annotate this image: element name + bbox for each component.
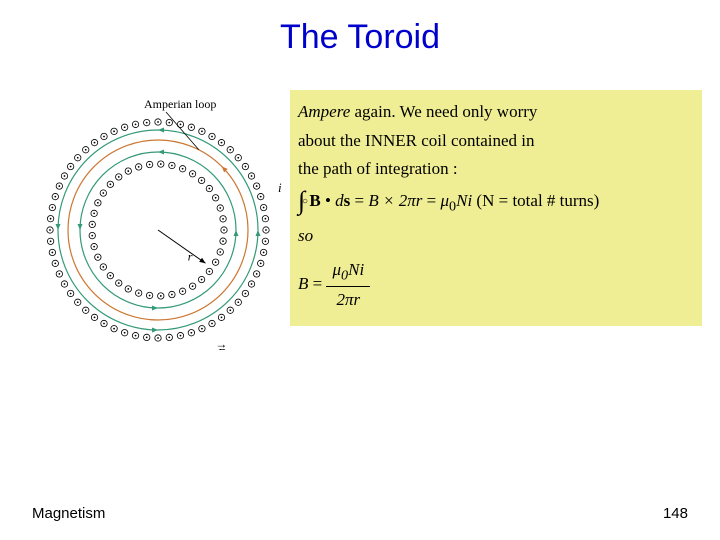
integral-icon: ∫○ bbox=[298, 191, 305, 212]
svg-text:Amperian loop: Amperian loop bbox=[144, 97, 216, 111]
mu: μ bbox=[440, 191, 449, 210]
turns-note: (N = total # turns) bbox=[476, 191, 599, 210]
frac-den: 2πr bbox=[326, 287, 370, 313]
math-line-3: the path of integration : bbox=[298, 156, 694, 182]
footer-page: 148 bbox=[663, 505, 688, 522]
eq-sign-1: = bbox=[355, 191, 369, 210]
toroid-diagram: rAmperian loopiB→ bbox=[30, 90, 285, 350]
footer-subject: Magnetism bbox=[32, 505, 105, 522]
so-line: so bbox=[298, 223, 694, 249]
math-line-2: about the INNER coil contained in bbox=[298, 128, 694, 154]
line1-rest: again. We need only worry bbox=[350, 102, 537, 121]
eq-sign-2: = bbox=[427, 191, 441, 210]
final-eq-sign: = bbox=[313, 274, 327, 293]
ampere-word: Ampere bbox=[298, 102, 350, 121]
num-mu: μ bbox=[332, 260, 341, 279]
num-rest: Ni bbox=[348, 260, 364, 279]
fraction: μ0Ni 2πr bbox=[326, 257, 370, 313]
math-eq-integral: ∫○ B • ds = B × 2πr = μ0Ni (N = total # … bbox=[298, 188, 694, 218]
ds-s: s bbox=[344, 191, 351, 210]
math-line-1: Ampere again. We need only worry bbox=[298, 99, 694, 125]
dot-op: • bbox=[325, 191, 335, 210]
vec-B: B bbox=[309, 191, 320, 210]
slide-title: The Toroid bbox=[0, 18, 720, 57]
slide-root: The Toroid r Amperian loop i B → Ampere agai… bbox=[0, 0, 720, 540]
final-B: B bbox=[298, 274, 308, 293]
svg-text:→: → bbox=[215, 337, 227, 350]
frac-num: μ0Ni bbox=[326, 257, 370, 288]
final-eq: B = μ0Ni 2πr bbox=[298, 257, 694, 313]
svg-text:r: r bbox=[188, 250, 193, 264]
math-box: Ampere again. We need only worry about t… bbox=[290, 90, 702, 326]
B-2pi-r: B × 2πr bbox=[368, 191, 422, 210]
Ni: Ni bbox=[456, 191, 472, 210]
svg-text:i: i bbox=[278, 180, 282, 195]
ds-d: d bbox=[335, 191, 344, 210]
toroid-svg: rAmperian loopiB→ bbox=[30, 90, 285, 350]
